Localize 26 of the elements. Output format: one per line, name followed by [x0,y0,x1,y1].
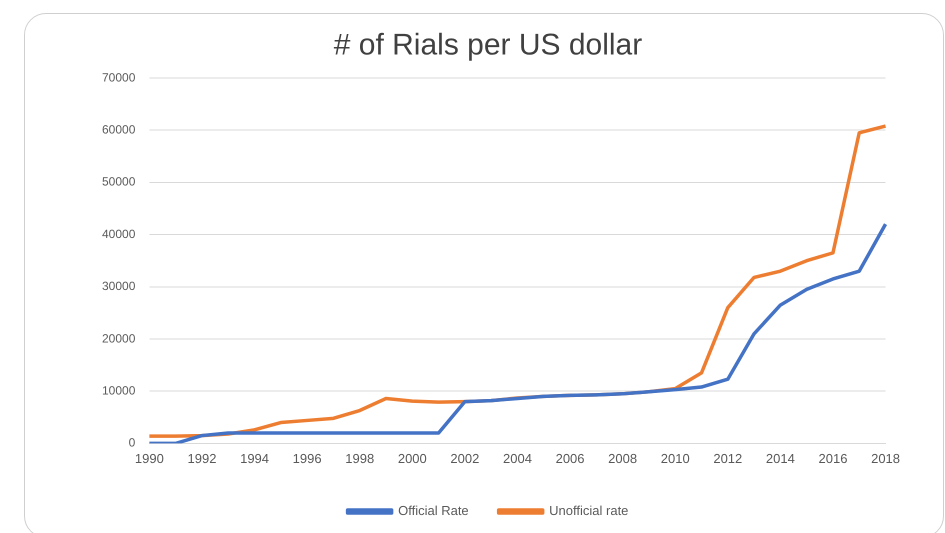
y-tick-label: 10000 [102,384,136,398]
x-tick-label: 2012 [713,450,742,466]
legend-label: Unofficial rate [549,503,628,518]
x-tick-label: 2008 [608,450,638,466]
x-tick-label: 2004 [502,450,532,466]
x-tick-label: 1994 [240,450,269,466]
y-tick-label: 30000 [102,279,136,294]
x-tick-label: 2018 [871,450,900,466]
x-tick-label: 2014 [766,450,795,466]
x-tick-label: 1998 [345,450,374,466]
x-tick-label: 1996 [292,450,322,466]
y-tick-label: 20000 [102,331,136,346]
y-tick-label: 0 [128,436,136,450]
x-tick-label: 2000 [398,450,427,466]
y-tick-label: 60000 [102,122,136,137]
legend-label: Official Rate [398,503,469,518]
x-tick-label: 1990 [134,450,164,466]
y-tick-label: 40000 [102,226,136,241]
x-tick-label: 2006 [556,450,584,466]
x-tick-label: 2016 [818,450,848,466]
y-tick-label: 50000 [102,174,136,189]
chart-title: # of Rials per US dollar [334,28,642,62]
x-tick-label: 1992 [187,450,216,466]
x-tick-label: 2010 [660,450,690,466]
x-tick-label: 2002 [450,450,480,466]
y-tick-label: 70000 [102,70,136,84]
